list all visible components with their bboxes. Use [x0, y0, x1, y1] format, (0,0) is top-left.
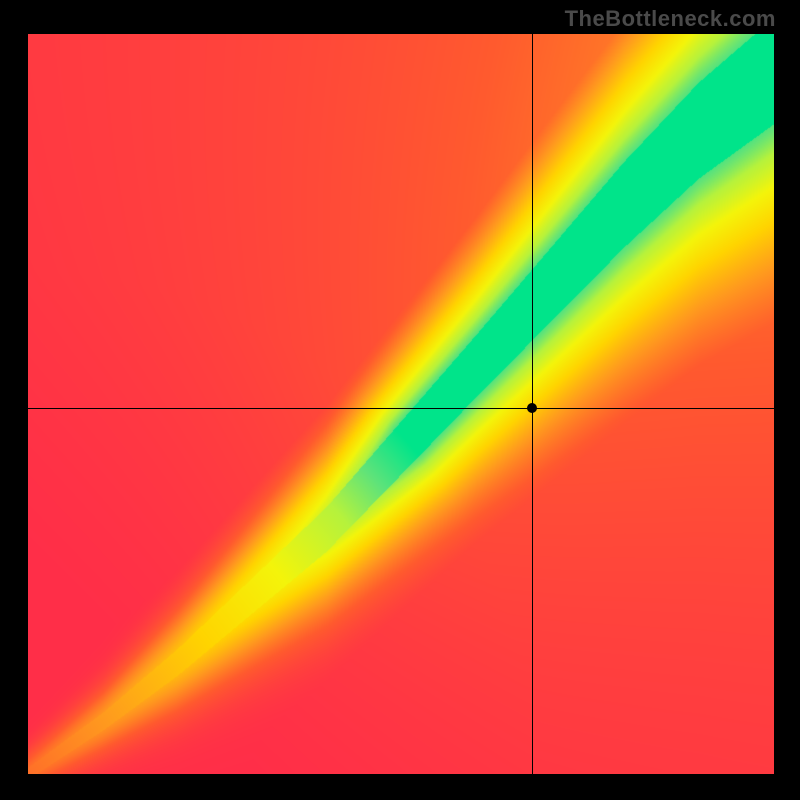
- heatmap-canvas: [28, 34, 774, 774]
- crosshair-horizontal: [28, 408, 774, 409]
- crosshair-marker-dot: [527, 403, 537, 413]
- chart-frame: TheBottleneck.com: [0, 0, 800, 800]
- watermark-text: TheBottleneck.com: [565, 6, 776, 32]
- heatmap-plot: [28, 34, 774, 774]
